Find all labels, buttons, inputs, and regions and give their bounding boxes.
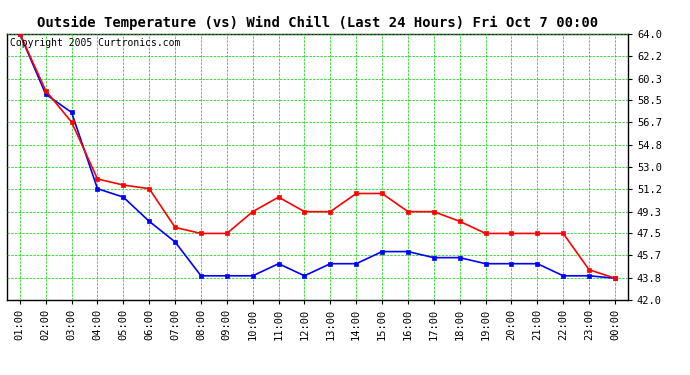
Text: Copyright 2005 Curtronics.com: Copyright 2005 Curtronics.com — [10, 38, 180, 48]
Title: Outside Temperature (vs) Wind Chill (Last 24 Hours) Fri Oct 7 00:00: Outside Temperature (vs) Wind Chill (Las… — [37, 16, 598, 30]
